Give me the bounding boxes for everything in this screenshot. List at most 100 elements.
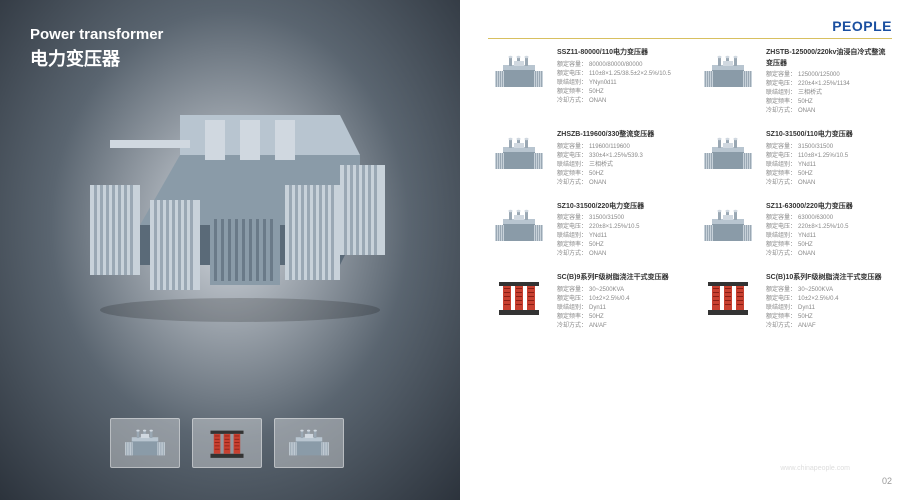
product-item: ZHSTB-125000/220kv油浸自冷式整流变压器额定容量：125000/… xyxy=(697,48,892,116)
product-image-icon xyxy=(697,273,759,321)
spec-row: 额定电压：220±8×1.25%/10.5 xyxy=(557,223,683,232)
spec-value: 110±8×1.25/38.5±2×2.5%/10.5 xyxy=(589,70,671,79)
spec-row: 联结组别：YNd11 xyxy=(766,161,892,170)
title-english: Power transformer xyxy=(30,26,430,43)
product-info: SC(B)10系列F级树脂浇注干式变压器额定容量：30~2500KVA额定电压：… xyxy=(766,273,892,331)
hero-image xyxy=(60,95,400,335)
spec-value: 220±8×1.25%/10.5 xyxy=(589,223,640,232)
spec-value: YNyn0d11 xyxy=(589,79,617,88)
product-item: SC(B)10系列F级树脂浇注干式变压器额定容量：30~2500KVA额定电压：… xyxy=(697,273,892,331)
spec-value: 10±2×2.5%/0.4 xyxy=(589,295,630,304)
spec-value: 30~2500KVA xyxy=(589,286,624,295)
spec-row: 额定频率：50HZ xyxy=(766,98,892,107)
product-info: SZ11-63000/220电力变压器额定容量：63000/63000额定电压：… xyxy=(766,202,892,260)
spec-value: AN/AF xyxy=(589,322,607,331)
brand-logo: PEOPLE xyxy=(832,18,892,34)
product-image-icon xyxy=(488,202,550,250)
spec-row: 额定频率：50HZ xyxy=(557,313,683,322)
product-info: ZHSZB-119600/330整流变压器额定容量：119600/119600额… xyxy=(557,130,683,188)
spec-value: 125000/125000 xyxy=(798,71,840,80)
spec-row: 联结组别：YNd11 xyxy=(557,232,683,241)
spec-label: 额定频率： xyxy=(557,313,587,322)
spec-value: 330±4×1.25%/539.3 xyxy=(589,152,643,161)
thumbnail-1 xyxy=(192,418,262,468)
spec-value: ONAN xyxy=(589,97,606,106)
spec-row: 冷却方式：ONAN xyxy=(557,179,683,188)
spec-value: 31500/31500 xyxy=(589,214,624,223)
spec-row: 联结组别：Dyn11 xyxy=(766,304,892,313)
spec-value: ONAN xyxy=(798,250,815,259)
spec-row: 额定容量：31500/31500 xyxy=(766,143,892,152)
thumbnail-0 xyxy=(110,418,180,468)
spec-value: Dyn11 xyxy=(589,304,606,313)
spec-label: 额定电压： xyxy=(766,223,796,232)
spec-label: 额定频率： xyxy=(766,313,796,322)
spec-value: 220±4×1.25%/1134 xyxy=(798,80,850,89)
product-name: SC(B)10系列F级树脂浇注干式变压器 xyxy=(766,273,892,284)
spec-value: 220±8×1.25%/10.5 xyxy=(798,223,849,232)
spec-row: 额定频率：50HZ xyxy=(557,241,683,250)
spec-label: 额定电压： xyxy=(557,295,587,304)
spec-row: 冷却方式：ONAN xyxy=(766,250,892,259)
spec-label: 联结组别： xyxy=(557,79,587,88)
spec-row: 联结组别：YNyn0d11 xyxy=(557,79,683,88)
product-image-icon xyxy=(488,273,550,321)
spec-row: 额定电压：10±2×2.5%/0.4 xyxy=(766,295,892,304)
spec-label: 联结组别： xyxy=(766,89,796,98)
spec-label: 冷却方式： xyxy=(557,322,587,331)
spec-value: 30~2500KVA xyxy=(798,286,833,295)
spec-row: 冷却方式：ONAN xyxy=(766,107,892,116)
spec-value: 31500/31500 xyxy=(798,143,833,152)
spec-row: 额定容量：31500/31500 xyxy=(557,214,683,223)
spec-label: 额定电压： xyxy=(557,223,587,232)
thumbnail-2 xyxy=(274,418,344,468)
spec-label: 额定频率： xyxy=(557,241,587,250)
spec-row: 额定容量：80000/80000/80000 xyxy=(557,61,683,70)
spec-row: 额定容量：125000/125000 xyxy=(766,71,892,80)
spec-value: 50HZ xyxy=(589,88,604,97)
product-info: ZHSTB-125000/220kv油浸自冷式整流变压器额定容量：125000/… xyxy=(766,48,892,116)
product-item: SZ10-31500/220电力变压器额定容量：31500/31500额定电压：… xyxy=(488,202,683,260)
spec-label: 额定容量： xyxy=(557,286,587,295)
spec-label: 额定容量： xyxy=(557,214,587,223)
spec-row: 冷却方式：AN/AF xyxy=(766,322,892,331)
spec-label: 额定容量： xyxy=(766,214,796,223)
product-info: SZ10-31500/110电力变压器额定容量：31500/31500额定电压：… xyxy=(766,130,892,188)
spec-row: 额定容量：63000/63000 xyxy=(766,214,892,223)
spec-value: 110±8×1.25%/10.5 xyxy=(798,152,848,161)
product-info: SC(B)9系列F级树脂浇注干式变压器额定容量：30~2500KVA额定电压：1… xyxy=(557,273,683,331)
spec-label: 冷却方式： xyxy=(766,107,796,116)
spec-label: 额定电压： xyxy=(557,70,587,79)
spec-value: YNd11 xyxy=(798,161,816,170)
spec-row: 额定电压：220±4×1.25%/1134 xyxy=(766,80,892,89)
spec-value: 10±2×2.5%/0.4 xyxy=(798,295,839,304)
spec-value: YNd11 xyxy=(589,232,607,241)
watermark-url: www.chinapeople.com xyxy=(780,465,850,472)
product-image-icon xyxy=(488,130,550,178)
spec-value: 50HZ xyxy=(589,170,604,179)
spec-value: 50HZ xyxy=(798,98,813,107)
spec-value: 119600/119600 xyxy=(589,143,630,152)
spec-row: 冷却方式：ONAN xyxy=(766,179,892,188)
spec-label: 额定容量： xyxy=(557,143,587,152)
spec-row: 联结组别：YNd11 xyxy=(766,232,892,241)
spec-label: 额定电压： xyxy=(766,295,796,304)
product-grid: SSZ11-80000/110电力变压器额定容量：80000/80000/800… xyxy=(488,48,892,331)
spec-label: 额定频率： xyxy=(766,241,796,250)
spec-value: Dyn11 xyxy=(798,304,815,313)
spec-value: 80000/80000/80000 xyxy=(589,61,642,70)
spec-value: ONAN xyxy=(589,179,606,188)
page-number: 02 xyxy=(882,476,892,486)
spec-row: 额定容量：30~2500KVA xyxy=(557,286,683,295)
spec-value: ONAN xyxy=(798,107,815,116)
spec-label: 联结组别： xyxy=(766,304,796,313)
product-name: SC(B)9系列F级树脂浇注干式变压器 xyxy=(557,273,683,284)
product-name: SZ10-31500/220电力变压器 xyxy=(557,202,683,213)
spec-label: 冷却方式： xyxy=(557,97,587,106)
spec-row: 额定频率：50HZ xyxy=(766,241,892,250)
spec-row: 联结组别：Dyn11 xyxy=(557,304,683,313)
spec-label: 额定容量： xyxy=(557,61,587,70)
spec-row: 额定频率：50HZ xyxy=(557,88,683,97)
spec-value: 63000/63000 xyxy=(798,214,833,223)
product-name: ZHSZB-119600/330整流变压器 xyxy=(557,130,683,141)
